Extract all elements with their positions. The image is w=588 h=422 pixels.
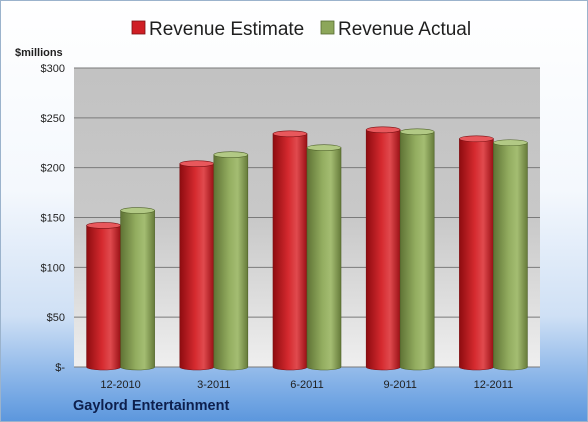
legend: Revenue Estimate Revenue Actual [131,19,471,40]
y-tick-label: $250 [41,113,65,125]
y-axis-unit-label: $millions [15,47,63,59]
y-tick-label: $300 [41,63,65,75]
legend-label-revenue-estimate: Revenue Estimate [149,19,304,40]
y-tick-label: $200 [41,163,65,175]
bar-revenue-actual [306,147,342,371]
x-tick-label: 6-2011 [290,379,323,391]
bar-cap-revenue-actual [493,139,528,147]
legend-swatch-revenue-estimate [131,20,146,35]
x-tick-label: 12-2010 [100,379,140,391]
y-tick-label: $- [55,362,65,374]
bar-revenue-estimate [459,138,494,371]
bar-cap-revenue-actual [120,207,155,214]
bar-revenue-actual [213,154,249,371]
bar-revenue-estimate [272,133,308,371]
bar-cap-revenue-estimate [86,222,121,229]
bar-revenue-estimate [365,129,401,371]
bar-cap-revenue-estimate [365,126,401,134]
bar-cap-revenue-actual [399,128,435,136]
bar-revenue-actual [399,131,435,371]
legend-label-revenue-actual: Revenue Actual [338,19,471,40]
bar-cap-revenue-estimate [459,135,494,143]
bars [86,126,528,371]
bar-revenue-actual [493,142,528,371]
bar-revenue-estimate [179,163,215,371]
bar-cap-revenue-estimate [179,160,215,167]
legend-swatch-revenue-actual [320,20,335,35]
bar-revenue-actual [120,210,155,371]
x-tick-label: 3-2011 [197,379,230,391]
bar-revenue-estimate [86,225,121,371]
bar-cap-revenue-actual [306,144,342,152]
x-axis-tick-labels: 12-2010 3-2011 6-2011 9-2011 12-2011 [100,379,513,391]
x-tick-label: 12-2011 [474,379,514,391]
y-axis-tick-labels: $- $50 $100 $150 $200 $250 $300 [41,63,66,374]
y-tick-label: $100 [41,262,65,274]
bar-cap-revenue-actual [213,151,249,159]
y-tick-label: $150 [41,213,65,225]
bar-cap-revenue-estimate [272,130,308,138]
company-name: Gaylord Entertainment [73,398,230,414]
x-tick-label: 9-2011 [383,379,416,391]
y-tick-label: $50 [47,312,65,324]
